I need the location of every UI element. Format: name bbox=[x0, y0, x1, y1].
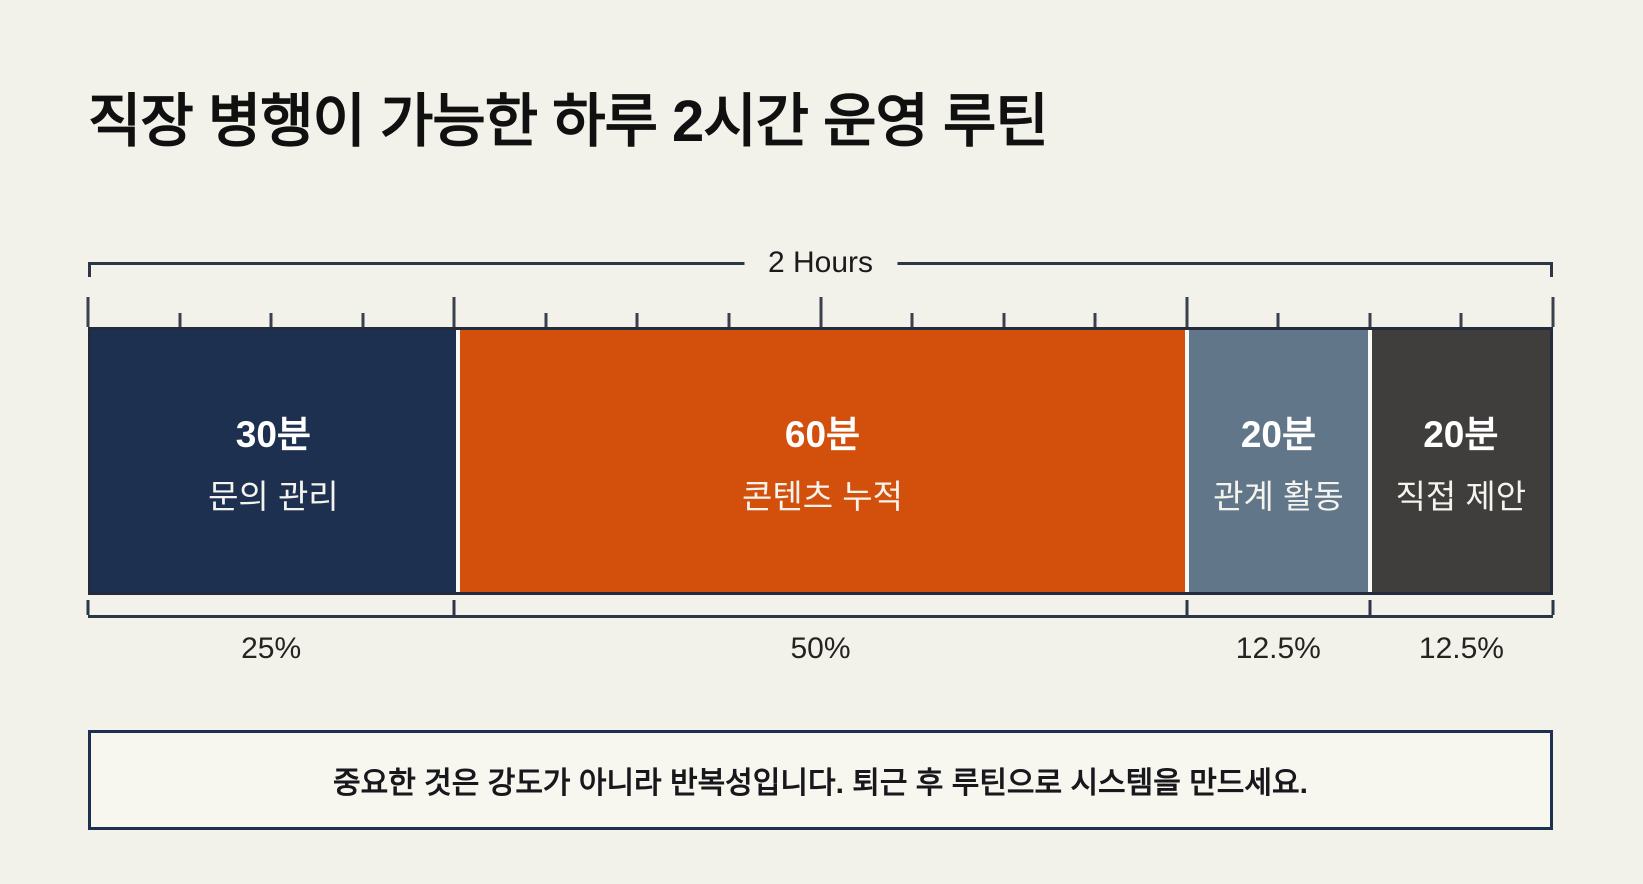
segment-task-label: 직접 제안 bbox=[1395, 478, 1527, 515]
boundary-tick bbox=[1368, 600, 1372, 615]
stacked-bar: 30분 문의 관리 60분 콘텐츠 누적 20분 관계 활동 20분 직접 제안 bbox=[88, 327, 1553, 595]
ruler-minor-tick bbox=[635, 313, 639, 327]
segment-percent-label: 12.5% bbox=[1235, 632, 1321, 665]
ruler-minor-tick bbox=[1459, 313, 1463, 327]
boundary-tick bbox=[1185, 600, 1189, 615]
ruler-minor-tick bbox=[178, 313, 182, 327]
segment-minutes-label: 30분 bbox=[235, 414, 311, 455]
boundary-tick bbox=[86, 600, 90, 615]
total-duration-label: 2 Hours bbox=[743, 244, 898, 282]
ruler-major-tick bbox=[819, 297, 822, 327]
segment-minutes-label: 20분 bbox=[1423, 414, 1499, 455]
footer-note-text: 중요한 것은 강도가 아니라 반복성입니다. 퇴근 후 루틴으로 시스템을 만드… bbox=[333, 767, 1308, 800]
ruler-major-tick bbox=[452, 297, 456, 327]
segment-minutes-label: 60분 bbox=[784, 414, 861, 455]
time-ruler bbox=[86, 297, 1555, 327]
segment-percent-label: 12.5% bbox=[1418, 632, 1504, 665]
segment-boundary-bracket bbox=[86, 600, 1555, 618]
percent-label-row: 25% 50% 12.5% 12.5% bbox=[88, 632, 1553, 672]
ruler-minor-tick bbox=[1002, 313, 1006, 327]
ruler-minor-tick bbox=[361, 313, 365, 327]
ruler-minor-tick bbox=[1368, 313, 1372, 327]
segment-task-label: 관계 활동 bbox=[1213, 478, 1344, 515]
segment-minutes-label: 20분 bbox=[1240, 414, 1317, 455]
ruler-minor-tick bbox=[544, 313, 548, 327]
page-title: 직장 병행이 가능한 하루 2시간 운영 루틴 bbox=[88, 89, 1049, 154]
ruler-major-tick bbox=[1185, 297, 1189, 327]
boundary-tick bbox=[1551, 600, 1555, 615]
segment-task-label: 콘텐츠 누적 bbox=[742, 478, 903, 515]
ruler-minor-tick bbox=[1276, 313, 1280, 327]
ruler-minor-tick bbox=[910, 313, 914, 327]
boundary-tick bbox=[452, 600, 456, 615]
ruler-minor-tick bbox=[727, 313, 731, 327]
ruler-major-tick bbox=[1551, 297, 1555, 327]
ruler-minor-tick bbox=[1093, 313, 1097, 327]
segment-task-label: 문의 관리 bbox=[208, 478, 339, 515]
total-duration-bracket: 2 Hours bbox=[88, 244, 1553, 282]
segment-percent-label: 50% bbox=[790, 632, 851, 665]
ruler-major-tick bbox=[86, 297, 90, 327]
footer-note-box: 중요한 것은 강도가 아니라 반복성입니다. 퇴근 후 루틴으로 시스템을 만드… bbox=[88, 730, 1553, 830]
segment-percent-label: 25% bbox=[241, 632, 302, 665]
ruler-minor-tick bbox=[269, 313, 273, 327]
